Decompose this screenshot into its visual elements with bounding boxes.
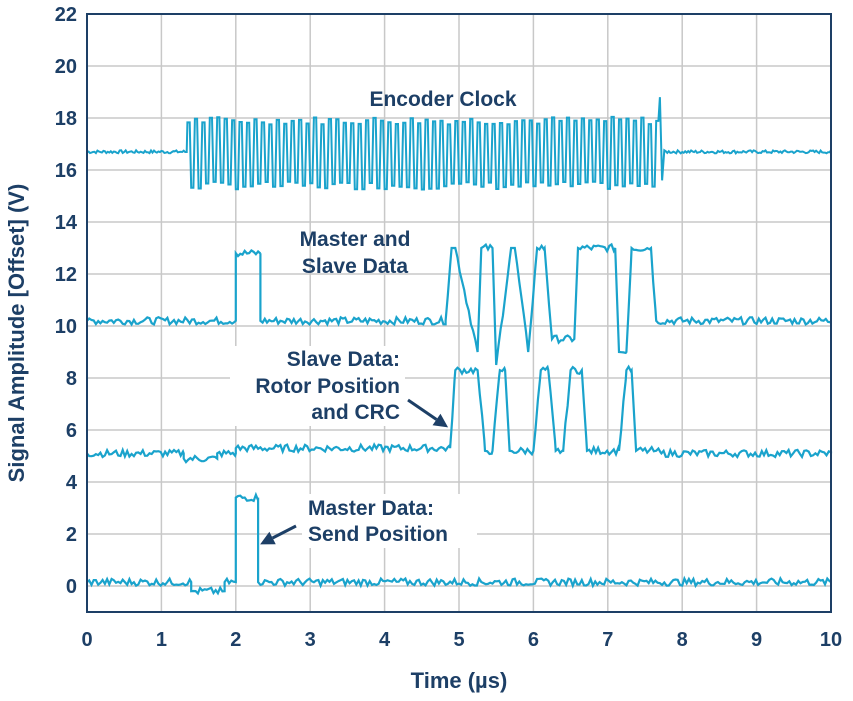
y-tick-label: 4 <box>66 472 78 494</box>
master-data-label-line1: Master Data: <box>308 497 434 520</box>
x-tick-label: 9 <box>751 629 762 651</box>
y-tick-label: 20 <box>55 56 77 78</box>
x-tick-label: 6 <box>528 629 539 651</box>
series-encoder-clock-line <box>86 97 832 191</box>
master-data-label-line2: Send Position <box>308 523 448 546</box>
y-tick-label: 6 <box>66 420 77 442</box>
y-tick-label: 10 <box>55 316 77 338</box>
y-tick-label: 0 <box>66 576 77 598</box>
x-tick-label: 4 <box>379 629 391 651</box>
series-master-slave-data-line <box>86 242 832 366</box>
master-data-arrow <box>271 524 297 540</box>
x-tick-label: 5 <box>453 629 464 651</box>
master-data-label-background <box>302 494 477 548</box>
y-tick-label: 8 <box>66 368 77 390</box>
signals <box>86 97 833 596</box>
x-tick-label: 2 <box>230 629 241 651</box>
series-master-data-line <box>86 491 832 596</box>
x-axis-title: Time (µs) <box>411 668 508 693</box>
slave-data-arrow <box>407 398 438 421</box>
series-slave-data-line <box>86 364 833 464</box>
y-axis-title: Signal Amplitude [Offset] (V) <box>4 184 29 483</box>
x-tick-label: 7 <box>602 629 613 651</box>
x-tick-label: 8 <box>677 629 688 651</box>
annotations: Encoder Clock Master and Slave Data Slav… <box>230 88 517 548</box>
x-tick-label: 3 <box>305 629 316 651</box>
master-slave-data-label-line2: Slave Data <box>302 255 409 278</box>
x-tick-label: 0 <box>81 629 92 651</box>
y-tick-label: 14 <box>55 212 78 234</box>
y-tick-label: 12 <box>55 264 77 286</box>
slave-data-label-line1: Slave Data: <box>287 348 400 371</box>
y-tick-label: 22 <box>55 4 77 26</box>
slave-data-label-line2: Rotor Position <box>255 375 400 398</box>
encoder-clock-label: Encoder Clock <box>369 88 516 111</box>
y-tick-label: 18 <box>55 108 77 130</box>
y-tick-label: 16 <box>55 160 77 182</box>
master-data-arrowhead-icon <box>260 531 276 545</box>
plot-frame <box>86 13 832 613</box>
x-tick-label: 10 <box>820 629 842 651</box>
slave-data-label-line3: and CRC <box>311 401 400 424</box>
x-tick-labels: 0 1 2 3 4 5 6 7 8 9 10 <box>81 629 842 651</box>
y-tick-label: 2 <box>66 524 77 546</box>
slave-data-label-background <box>230 346 405 426</box>
y-tick-labels: 0 2 4 6 8 10 12 14 16 18 20 22 <box>55 4 78 598</box>
x-tick-label: 1 <box>156 629 167 651</box>
slave-data-arrowhead-icon <box>432 413 449 428</box>
master-slave-data-label-line1: Master and <box>300 228 411 251</box>
